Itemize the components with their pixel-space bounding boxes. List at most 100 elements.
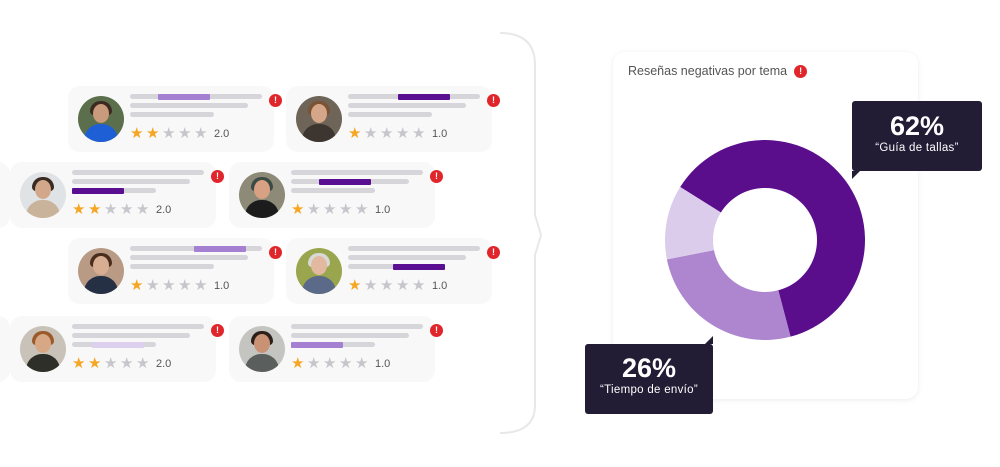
star-icon: ★: [120, 200, 134, 218]
star-icon: ★: [72, 200, 86, 218]
star-rating: ★ ★ ★ ★ ★ 1.0: [291, 356, 390, 371]
star-rating: ★ ★ ★ ★ ★ 2.0: [130, 126, 229, 141]
star-icon: ★: [146, 276, 160, 294]
panel-title-text: Reseñas negativas por tema: [628, 64, 788, 78]
review-card[interactable]: ★ ★ ★ ★ ★ 1.0!: [286, 238, 500, 304]
star-icon: ★: [194, 276, 208, 294]
avatar: [78, 248, 124, 294]
star-icon: ★: [412, 276, 426, 294]
donut-slice-tiempo-de-env-o[interactable]: [666, 250, 791, 340]
alert-icon: !: [269, 246, 282, 259]
review-card[interactable]: ★ ★ ★ ★ ★ 1.0!: [229, 162, 443, 228]
avatar: [239, 172, 285, 218]
star-icon: ★: [380, 276, 394, 294]
rating-value: 1.0: [214, 279, 230, 292]
rating-value: 1.0: [432, 127, 448, 140]
rating-value: 2.0: [156, 357, 172, 370]
review-card-partial: [0, 162, 10, 228]
rating-value: 1.0: [375, 357, 391, 370]
star-icon: ★: [130, 276, 144, 294]
star-icon: ★: [396, 124, 410, 142]
star-icon: ★: [291, 200, 305, 218]
rating-value: 2.0: [214, 127, 230, 140]
star-icon: ★: [136, 354, 150, 372]
highlighted-phrase: [393, 263, 445, 270]
star-icon: ★: [291, 354, 305, 372]
text-placeholder-line: [291, 333, 409, 338]
donut-slice-gu-a-de-tallas[interactable]: [680, 140, 865, 337]
donut-slice-otros[interactable]: [665, 187, 721, 260]
star-icon: ★: [380, 124, 394, 142]
review-card-partial: [0, 316, 10, 382]
star-icon: ★: [412, 124, 426, 142]
star-icon: ★: [339, 354, 353, 372]
panel-title: Reseñas negativas por tema !: [628, 64, 808, 78]
star-icon: ★: [178, 276, 192, 294]
star-icon: ★: [120, 354, 134, 372]
star-icon: ★: [162, 276, 176, 294]
tooltip-label: “Tiempo de envío”: [600, 384, 698, 396]
avatar: [239, 326, 285, 372]
star-icon: ★: [307, 200, 321, 218]
alert-icon: !: [211, 170, 224, 183]
text-placeholder-line: [348, 112, 432, 117]
rating-value: 1.0: [432, 279, 448, 292]
star-rating: ★ ★ ★ ★ ★ 1.0: [348, 126, 447, 141]
text-placeholder-line: [291, 188, 375, 193]
star-icon: ★: [88, 354, 102, 372]
rating-value: 1.0: [375, 203, 391, 216]
highlighted-phrase: [319, 178, 371, 185]
avatar: [296, 96, 342, 142]
highlighted-phrase: [72, 187, 124, 194]
star-icon: ★: [104, 354, 118, 372]
star-rating: ★ ★ ★ ★ ★ 2.0: [72, 356, 171, 371]
tooltip-percent: 62%: [889, 111, 945, 141]
review-card[interactable]: ★ ★ ★ ★ ★ 2.0!: [10, 316, 224, 382]
star-icon: ★: [146, 124, 160, 142]
star-icon: ★: [355, 200, 369, 218]
alert-icon: !: [487, 246, 500, 259]
alert-icon: !: [794, 64, 808, 78]
avatar: [20, 172, 66, 218]
text-placeholder-line: [348, 264, 432, 269]
text-placeholder-line: [72, 170, 204, 175]
star-icon: ★: [364, 124, 378, 142]
donut-chart: [665, 140, 865, 340]
text-placeholder-line: [72, 333, 190, 338]
star-rating: ★ ★ ★ ★ ★ 1.0: [348, 278, 447, 293]
text-placeholder-line: [291, 324, 423, 329]
star-icon: ★: [194, 124, 208, 142]
alert-icon: !: [430, 324, 443, 337]
text-placeholder-line: [72, 179, 190, 184]
rating-value: 2.0: [156, 203, 172, 216]
highlighted-phrase: [92, 341, 144, 348]
tooltip-label: “Guía de tallas”: [875, 142, 959, 154]
review-card[interactable]: ★ ★ ★ ★ ★ 2.0!: [68, 86, 282, 152]
text-placeholder-line: [130, 255, 248, 260]
review-card[interactable]: ★ ★ ★ ★ ★ 1.0!: [229, 316, 443, 382]
star-icon: ★: [339, 200, 353, 218]
alert-icon: !: [211, 324, 224, 337]
avatar: [78, 96, 124, 142]
star-rating: ★ ★ ★ ★ ★ 1.0: [130, 278, 229, 293]
alert-icon: !: [269, 94, 282, 107]
text-placeholder-line: [72, 324, 204, 329]
highlighted-phrase: [398, 93, 450, 100]
avatar: [20, 326, 66, 372]
star-icon: ★: [162, 124, 176, 142]
star-rating: ★ ★ ★ ★ ★ 1.0: [291, 202, 390, 217]
star-icon: ★: [323, 354, 337, 372]
text-placeholder-line: [130, 103, 248, 108]
star-icon: ★: [72, 354, 86, 372]
review-card[interactable]: ★ ★ ★ ★ ★ 1.0!: [286, 86, 500, 152]
alert-icon: !: [430, 170, 443, 183]
review-card[interactable]: ★ ★ ★ ★ ★ 1.0!: [68, 238, 282, 304]
star-icon: ★: [104, 200, 118, 218]
highlighted-phrase: [158, 93, 210, 100]
review-card[interactable]: ★ ★ ★ ★ ★ 2.0!: [10, 162, 224, 228]
text-placeholder-line: [348, 255, 466, 260]
highlighted-phrase: [291, 341, 343, 348]
star-icon: ★: [130, 124, 144, 142]
star-icon: ★: [323, 200, 337, 218]
